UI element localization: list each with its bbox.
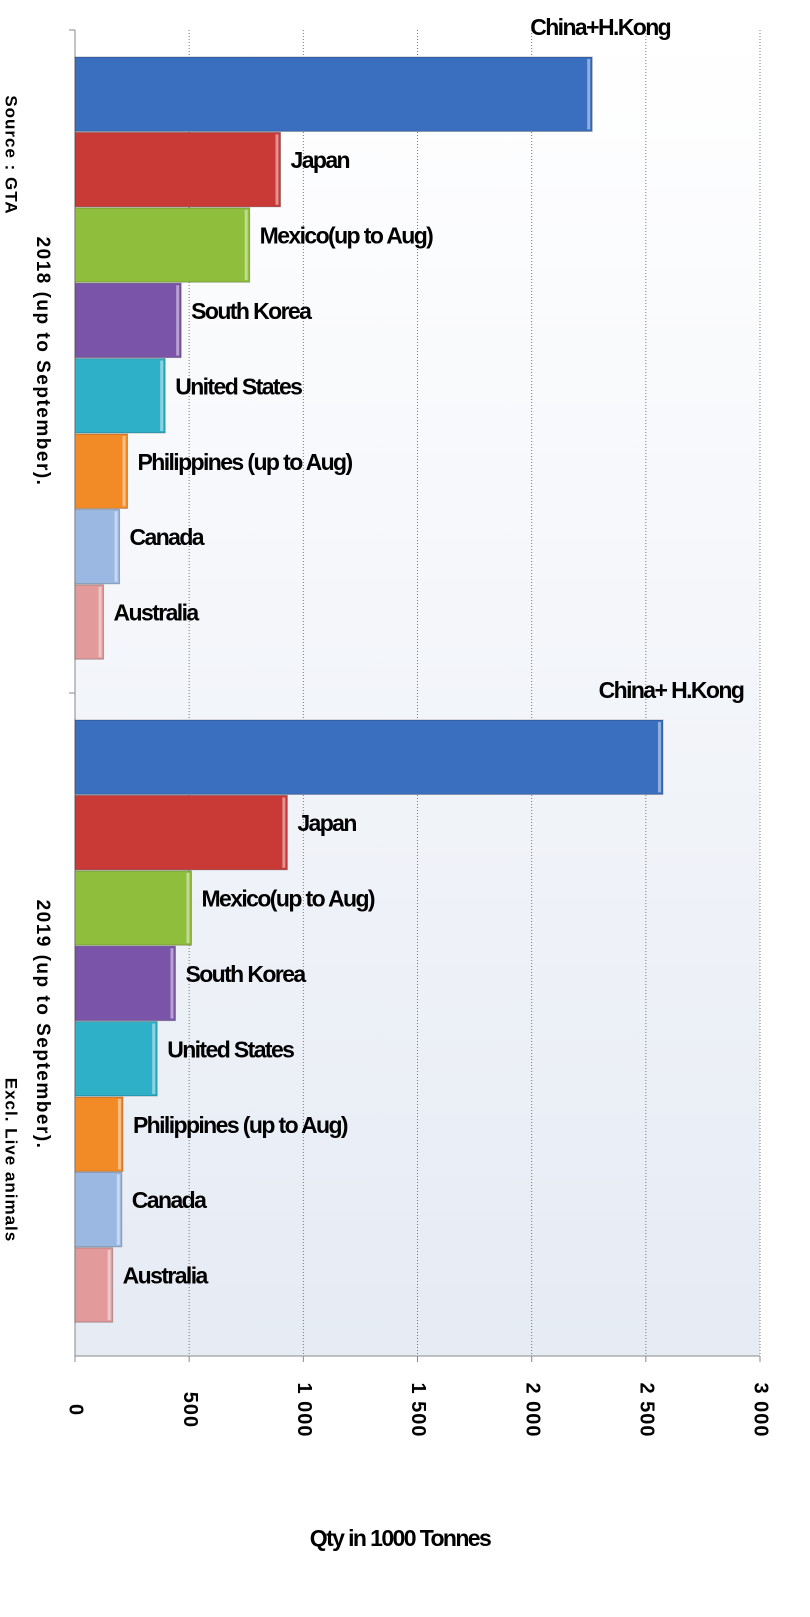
category-label: United States: [167, 1036, 294, 1062]
category-label: Australia: [123, 1263, 209, 1289]
bar-highlight: [152, 1023, 156, 1094]
bar-highlight: [98, 586, 102, 658]
category-label: Philippines (up to Aug): [138, 449, 353, 475]
bar-highlight: [275, 134, 279, 205]
bar-highlight: [116, 1174, 120, 1245]
note: Source : GTA: [2, 95, 21, 214]
bar: [74, 794, 288, 871]
category-label: United States: [175, 373, 302, 399]
category-label: Mexico(up to Aug): [260, 223, 433, 249]
category-label: South Korea: [185, 961, 306, 987]
category-label: Japan: [291, 147, 350, 173]
bar-highlight: [186, 872, 190, 944]
bar: [74, 282, 182, 359]
group-label: 2019 (up to September).: [32, 900, 53, 1150]
bar: [74, 584, 105, 660]
bar: [74, 433, 129, 509]
bar-highlight: [117, 1099, 121, 1170]
category-label: Australia: [114, 600, 200, 626]
bar: [74, 945, 176, 1022]
bar: [74, 1096, 124, 1172]
bar: [74, 358, 166, 434]
x-tick-label: 3 000: [750, 1382, 772, 1437]
bar-highlight: [657, 722, 661, 793]
bar: [74, 1247, 114, 1323]
x-tick-label: 2 500: [636, 1382, 658, 1437]
x-tick-label: 1 000: [293, 1382, 315, 1437]
bar-highlight: [244, 209, 248, 281]
bar-highlight: [122, 436, 126, 507]
bar: [74, 1171, 123, 1248]
note: Excl. Live animals: [2, 1078, 21, 1242]
category-label: China+H.Kong: [530, 14, 670, 40]
bar-highlight: [587, 59, 591, 130]
category-label: Philippines (up to Aug): [133, 1112, 348, 1138]
x-tick-label: 0: [65, 1404, 87, 1416]
bar-highlight: [160, 360, 164, 431]
category-label: Mexico(up to Aug): [201, 886, 374, 912]
bar: [74, 508, 121, 585]
bar-highlight: [114, 511, 118, 582]
bar: [74, 719, 664, 795]
x-axis-title: Qty in 1000 Tonnes: [310, 1525, 491, 1551]
bar: [74, 870, 192, 946]
bar: [74, 1021, 158, 1097]
x-tick-label: 2 000: [521, 1382, 543, 1437]
bar-highlight: [176, 285, 180, 356]
bar-highlight: [107, 1249, 111, 1321]
x-tick-label: 500: [179, 1392, 201, 1428]
category-label: Canada: [130, 524, 205, 550]
category-label: South Korea: [191, 298, 312, 324]
x-tick-label: 1 500: [407, 1382, 429, 1437]
group-label: 2018 (up to September).: [32, 237, 53, 487]
bar: [74, 56, 593, 132]
bar: [74, 131, 281, 208]
category-label: China+ H.Kong: [599, 677, 744, 703]
bar-highlight: [170, 948, 174, 1019]
category-label: Canada: [132, 1187, 207, 1213]
category-label: Japan: [297, 810, 356, 836]
bar-highlight: [282, 797, 286, 868]
bar: [74, 207, 251, 283]
